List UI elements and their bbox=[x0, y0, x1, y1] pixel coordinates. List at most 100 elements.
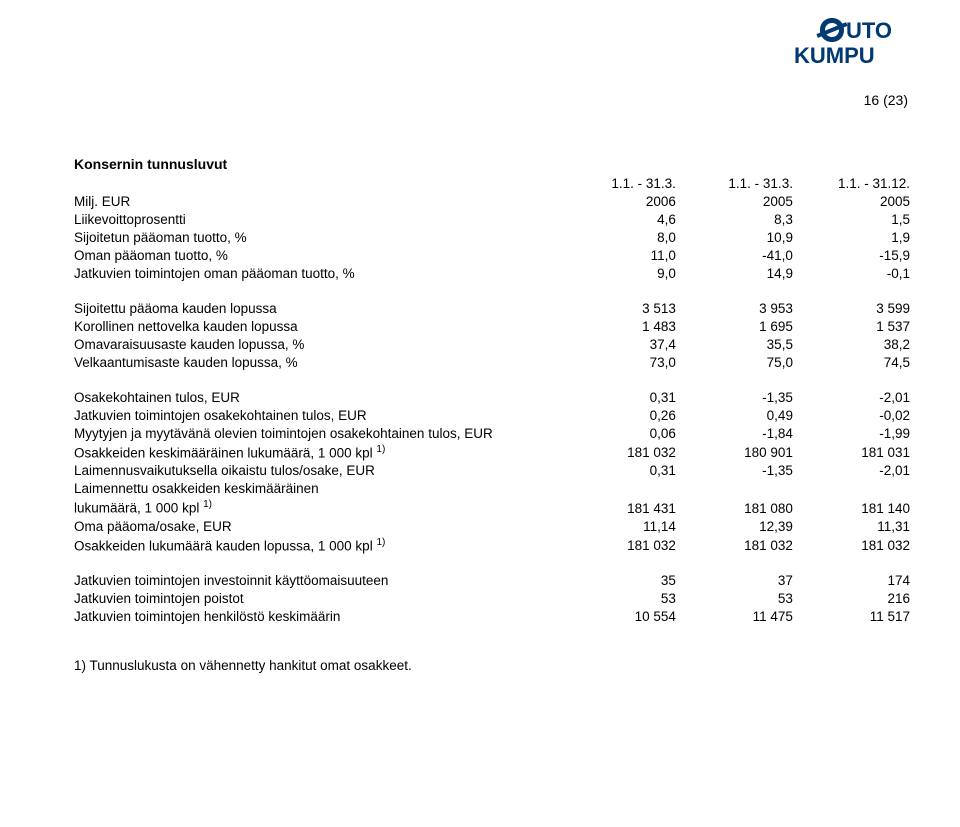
cell-value: 11,31 bbox=[793, 517, 910, 535]
table-row: Osakkeiden keskimääräinen lukumäärä, 1 0… bbox=[74, 442, 910, 462]
cell-value: -2,01 bbox=[793, 462, 910, 480]
cell-value: -2,01 bbox=[793, 388, 910, 406]
cell-value: 3 513 bbox=[559, 299, 676, 317]
header-row-year: Milj. EUR 2006 2005 2005 bbox=[74, 192, 910, 210]
table-row: Laimennusvaikutuksella oikaistu tulos/os… bbox=[74, 462, 910, 480]
table-row: Myytyjen ja myytävänä olevien toimintoje… bbox=[74, 424, 910, 442]
cell-value: 181 080 bbox=[676, 498, 793, 518]
cell-value: 53 bbox=[559, 590, 676, 608]
row-label: Osakekohtainen tulos, EUR bbox=[74, 388, 559, 406]
cell-value: 37,4 bbox=[559, 335, 676, 353]
cell-value: 216 bbox=[793, 590, 910, 608]
cell-value: 8,0 bbox=[559, 228, 676, 246]
row-label: Liikevoittoprosentti bbox=[74, 210, 559, 228]
col-header: 2006 bbox=[559, 192, 676, 210]
cell-value: 11 517 bbox=[793, 608, 910, 626]
cell-value: 10 554 bbox=[559, 608, 676, 626]
col-header: 2005 bbox=[793, 192, 910, 210]
row-label: Osakkeiden keskimääräinen lukumäärä, 1 0… bbox=[74, 442, 559, 462]
row-label: Myytyjen ja myytävänä olevien toimintoje… bbox=[74, 424, 559, 442]
cell-value: 1,5 bbox=[793, 210, 910, 228]
table-row: Velkaantumisaste kauden lopussa, %73,075… bbox=[74, 353, 910, 371]
row-label: Osakkeiden lukumäärä kauden lopussa, 1 0… bbox=[74, 535, 559, 555]
outokumpu-logo: UTO KUMPU bbox=[790, 16, 908, 72]
row-label: Laimennusvaikutuksella oikaistu tulos/os… bbox=[74, 462, 559, 480]
table-row: Omavaraisuusaste kauden lopussa, %37,435… bbox=[74, 335, 910, 353]
table-row: Oman pääoman tuotto, %11,0-41,0-15,9 bbox=[74, 246, 910, 264]
cell-value: 181 032 bbox=[559, 535, 676, 555]
cell-value: 1,9 bbox=[793, 228, 910, 246]
row-label: Korollinen nettovelka kauden lopussa bbox=[74, 317, 559, 335]
table-row: Jatkuvien toimintojen henkilöstö keskimä… bbox=[74, 608, 910, 626]
row-label: Jatkuvien toimintojen poistot bbox=[74, 590, 559, 608]
cell-value: 4,6 bbox=[559, 210, 676, 228]
cell-value: -0,1 bbox=[793, 264, 910, 282]
row-label: Jatkuvien toimintojen osakekohtainen tul… bbox=[74, 406, 559, 424]
cell-value: 74,5 bbox=[793, 353, 910, 371]
table-row: Jatkuvien toimintojen oman pääoman tuott… bbox=[74, 264, 910, 282]
cell-value: 0,49 bbox=[676, 406, 793, 424]
cell-value: 11 475 bbox=[676, 608, 793, 626]
cell-value: 35 bbox=[559, 572, 676, 590]
row-label: Sijoitetun pääoman tuotto, % bbox=[74, 228, 559, 246]
cell-value: 14,9 bbox=[676, 264, 793, 282]
cell-value bbox=[676, 480, 793, 498]
row-label: Sijoitettu pääoma kauden lopussa bbox=[74, 299, 559, 317]
row-label: Laimennettu osakkeiden keskimääräinen bbox=[74, 480, 559, 498]
cell-value: -0,02 bbox=[793, 406, 910, 424]
table-row: Jatkuvien toimintojen osakekohtainen tul… bbox=[74, 406, 910, 424]
cell-value: 73,0 bbox=[559, 353, 676, 371]
cell-value: 180 901 bbox=[676, 442, 793, 462]
cell-value: 37 bbox=[676, 572, 793, 590]
cell-value: 181 032 bbox=[559, 442, 676, 462]
cell-value: 0,26 bbox=[559, 406, 676, 424]
row-label: Jatkuvien toimintojen henkilöstö keskimä… bbox=[74, 608, 559, 626]
cell-value: 8,3 bbox=[676, 210, 793, 228]
cell-value: 1 537 bbox=[793, 317, 910, 335]
svg-text:UTO: UTO bbox=[846, 18, 892, 43]
cell-value: -15,9 bbox=[793, 246, 910, 264]
footnote-ref: 1) bbox=[203, 499, 212, 510]
footnote-ref: 1) bbox=[376, 444, 385, 455]
cell-value bbox=[793, 480, 910, 498]
table-row: Korollinen nettovelka kauden lopussa1 48… bbox=[74, 317, 910, 335]
cell-value: 1 483 bbox=[559, 317, 676, 335]
cell-value: 53 bbox=[676, 590, 793, 608]
row-label: Oma pääoma/osake, EUR bbox=[74, 517, 559, 535]
cell-value: -41,0 bbox=[676, 246, 793, 264]
row-label: Velkaantumisaste kauden lopussa, % bbox=[74, 353, 559, 371]
cell-value: -1,35 bbox=[676, 388, 793, 406]
cell-value: 3 599 bbox=[793, 299, 910, 317]
cell-value: 1 695 bbox=[676, 317, 793, 335]
cell-value: 38,2 bbox=[793, 335, 910, 353]
table-title: Konsernin tunnusluvut bbox=[74, 156, 910, 172]
table-row: Sijoitettu pääoma kauden lopussa3 5133 9… bbox=[74, 299, 910, 317]
col-header: 1.1. - 31.12. bbox=[793, 174, 910, 192]
table-row: Jatkuvien toimintojen poistot5353216 bbox=[74, 590, 910, 608]
table-row: lukumäärä, 1 000 kpl 1)181 431181 080181… bbox=[74, 498, 910, 518]
cell-value: 0,06 bbox=[559, 424, 676, 442]
row-label: Jatkuvien toimintojen investoinnit käytt… bbox=[74, 572, 559, 590]
cell-value: -1,84 bbox=[676, 424, 793, 442]
cell-value: 174 bbox=[793, 572, 910, 590]
col-header: 2005 bbox=[676, 192, 793, 210]
table-row: Oma pääoma/osake, EUR11,1412,3911,31 bbox=[74, 517, 910, 535]
cell-value: 11,0 bbox=[559, 246, 676, 264]
cell-value: 12,39 bbox=[676, 517, 793, 535]
table-row: Sijoitetun pääoman tuotto, %8,010,91,9 bbox=[74, 228, 910, 246]
page-container: UTO KUMPU 16 (23) Konsernin tunnusluvut … bbox=[0, 0, 960, 827]
financial-table: 1.1. - 31.3. 1.1. - 31.3. 1.1. - 31.12. … bbox=[74, 174, 910, 626]
col-header: 1.1. - 31.3. bbox=[559, 174, 676, 192]
cell-value: 0,31 bbox=[559, 388, 676, 406]
cell-value: 181 032 bbox=[676, 535, 793, 555]
table-row: Liikevoittoprosentti4,68,31,5 bbox=[74, 210, 910, 228]
cell-value: 10,9 bbox=[676, 228, 793, 246]
table-row: Osakekohtainen tulos, EUR0,31-1,35-2,01 bbox=[74, 388, 910, 406]
cell-value: 0,31 bbox=[559, 462, 676, 480]
cell-value: 181 431 bbox=[559, 498, 676, 518]
row-label: lukumäärä, 1 000 kpl 1) bbox=[74, 498, 559, 518]
page-number: 16 (23) bbox=[864, 92, 908, 108]
cell-value bbox=[559, 480, 676, 498]
table-row: Jatkuvien toimintojen investoinnit käytt… bbox=[74, 572, 910, 590]
cell-value: -1,99 bbox=[793, 424, 910, 442]
